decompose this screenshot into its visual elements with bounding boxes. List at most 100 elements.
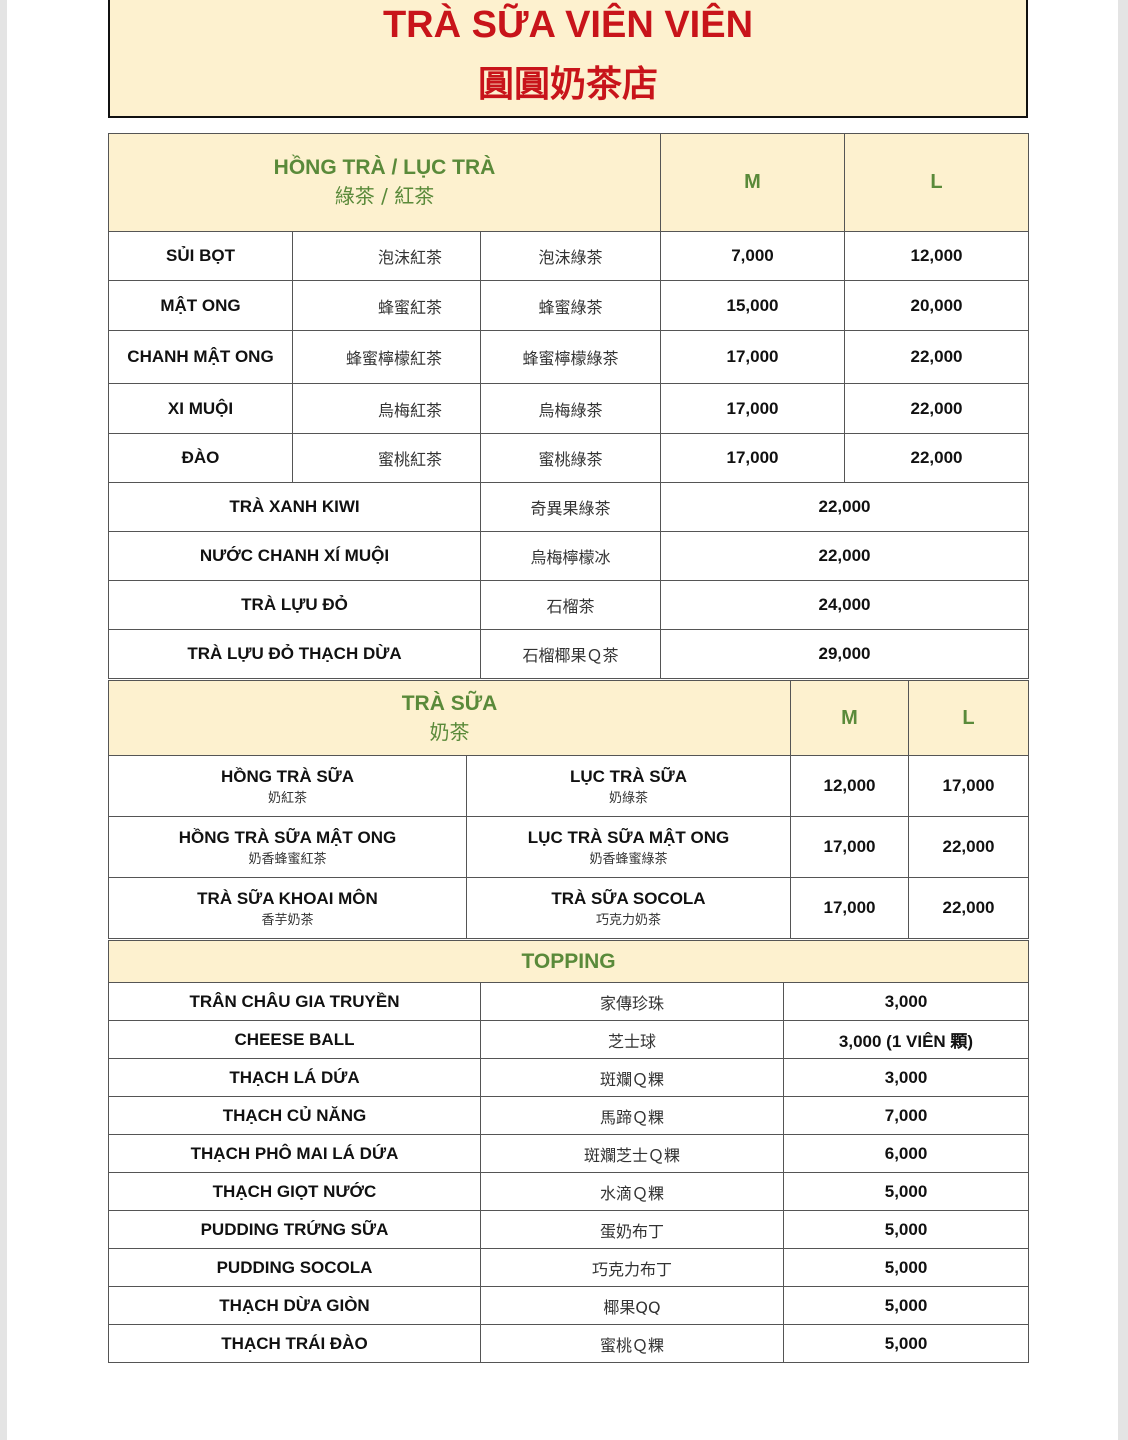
item-name: LỤC TRÀ SỮA MẬT ONG [527, 827, 730, 847]
size-m-header: M [790, 680, 909, 756]
topping-name: THẠCH PHÔ MAI LÁ DỨA [108, 1134, 481, 1173]
item-name-cn: 烏梅檸檬冰 [480, 531, 661, 581]
item-name: NƯỚC CHANH XÍ MUỘI [108, 531, 481, 581]
item-name: SỦI BỌT [108, 231, 293, 281]
topping-table: TOPPING TRÂN CHÂU GIA TRUYỀN 家傳珍珠 3,000 CHE… [107, 940, 1030, 1363]
topping-price: 6,000 [782, 1134, 1030, 1173]
topping-price: 5,000 [782, 1248, 1030, 1287]
topping-row: TRÂN CHÂU GIA TRUYỀN 家傳珍珠 3,000 [108, 982, 1030, 1021]
item-name-cn: 石榴椰果Ｑ茶 [480, 629, 661, 679]
milk-tea-item: LỤC TRÀ SỮA 奶綠茶 [466, 755, 791, 817]
price-m: 17,000 [660, 433, 845, 483]
special-row: NƯỚC CHANH XÍ MUỘI 烏梅檸檬冰 22,000 [108, 531, 1029, 581]
shop-title-cn: 圓圓奶茶店 [477, 64, 658, 105]
special-row: TRÀ XANH KIWI 奇異果綠茶 22,000 [108, 482, 1029, 532]
item-name: LỤC TRÀ SỮA [569, 766, 688, 786]
topping-row: THẠCH PHÔ MAI LÁ DỨA 斑斕芝士Ｑ粿 6,000 [108, 1134, 1030, 1173]
topping-name: THẠCH LÁ DỨA [108, 1058, 481, 1097]
price-l: 20,000 [844, 280, 1029, 331]
topping-name-cn: 馬蹄Ｑ粿 [480, 1096, 784, 1135]
price: 22,000 [660, 482, 1029, 532]
milk-tea-heading-cn: 奶茶 [429, 719, 470, 744]
price-l: 22,000 [908, 877, 1029, 939]
item-name-cn: 奇異果綠茶 [480, 482, 661, 532]
topping-price: 5,000 [782, 1210, 1030, 1249]
topping-name: THẠCH CỦ NĂNG [108, 1096, 481, 1135]
topping-heading: TOPPING [107, 940, 1030, 983]
price: 29,000 [660, 629, 1029, 679]
topping-name-cn: 斑斕芝士Ｑ粿 [480, 1134, 784, 1173]
topping-price: 5,000 [782, 1172, 1030, 1211]
page-edge-left [0, 0, 7, 1440]
topping-price: 7,000 [782, 1096, 1030, 1135]
price-m: 12,000 [790, 755, 909, 817]
price-l: 22,000 [844, 330, 1029, 384]
shop-title-box: TRÀ SỮA VIÊN VIÊN 圓圓奶茶店 [108, 0, 1028, 118]
topping-name-cn: 巧克力布丁 [480, 1248, 784, 1287]
milk-tea-item: LỤC TRÀ SỮA MẬT ONG 奶香蜂蜜綠茶 [466, 816, 791, 878]
milk-tea-item: HỒNG TRÀ SỮA 奶紅茶 [108, 755, 467, 817]
price-m: 17,000 [660, 383, 845, 434]
topping-row: PUDDING TRỨNG SỮA 蛋奶布丁 5,000 [108, 1210, 1030, 1249]
topping-heading-label: TOPPING [521, 949, 616, 973]
item-name: TRÀ SỮA KHOAI MÔN [197, 888, 378, 908]
topping-name-cn: 家傳珍珠 [480, 982, 784, 1021]
milk-tea-row: HỒNG TRÀ SỮA MẬT ONG 奶香蜂蜜紅茶 LỤC TRÀ SỮA MẬ… [108, 816, 1029, 878]
topping-name-cn: 蜜桃Ｑ粿 [480, 1324, 784, 1363]
item-name: TRÀ LỰU ĐỎ THẠCH DỪA [108, 629, 481, 679]
topping-price: 5,000 [782, 1286, 1030, 1325]
item-name: ĐÀO [108, 433, 293, 483]
topping-price: 3,000 (1 VIÊN 顆) [782, 1020, 1030, 1059]
tea-heading-cn: 綠茶 / 紅茶 [334, 184, 435, 208]
item-name: HỒNG TRÀ SỮA [220, 766, 355, 786]
topping-name: TRÂN CHÂU GIA TRUYỀN [108, 982, 481, 1021]
milk-tea-row: TRÀ SỮA KHOAI MÔN 香芋奶茶 TRÀ SỮA SOCOLA 巧克力奶茶… [108, 877, 1029, 939]
price-l: 22,000 [844, 383, 1029, 434]
milk-tea-item: TRÀ SỮA SOCOLA 巧克力奶茶 [466, 877, 791, 939]
topping-name: THẠCH TRÁI ĐÀO [108, 1324, 481, 1363]
topping-name: THẠCH GIỌT NƯỚC [108, 1172, 481, 1211]
topping-name: THẠCH DỪA GIÒN [108, 1286, 481, 1325]
green-tea-cn: 蜜桃綠茶 [480, 433, 661, 483]
topping-row: THẠCH DỪA GIÒN 椰果QQ 5,000 [108, 1286, 1030, 1325]
page-edge-right [1118, 0, 1128, 1440]
special-row: TRÀ LỰU ĐỎ THẠCH DỪA 石榴椰果Ｑ茶 29,000 [108, 629, 1029, 679]
item-name: TRÀ LỰU ĐỎ [108, 580, 481, 630]
tea-heading: HỒNG TRÀ / LỤC TRÀ 綠茶 / 紅茶 [108, 133, 661, 232]
item-name-cn: 奶香蜂蜜紅茶 [248, 851, 327, 867]
tea-row: SỦI BỌT 泡沫紅茶 泡沫綠茶 7,000 12,000 [108, 231, 1029, 281]
green-tea-cn: 蜂蜜綠茶 [480, 280, 661, 331]
black-tea-cn: 烏梅紅茶 [292, 383, 481, 434]
item-name: MẬT ONG [108, 280, 293, 331]
tea-table: HỒNG TRÀ / LỤC TRÀ 綠茶 / 紅茶 M L SỦI BỌT 泡沫… [108, 133, 1029, 679]
special-row: TRÀ LỰU ĐỎ 石榴茶 24,000 [108, 580, 1029, 630]
topping-row: THẠCH CỦ NĂNG 馬蹄Ｑ粿 7,000 [108, 1096, 1030, 1135]
topping-row: CHEESE BALL 芝士球 3,000 (1 VIÊN 顆) [108, 1020, 1030, 1059]
topping-row: THẠCH LÁ DỨA 斑斕Ｑ粿 3,000 [108, 1058, 1030, 1097]
price-l: 22,000 [908, 816, 1029, 878]
green-tea-cn: 蜂蜜檸檬綠茶 [480, 330, 661, 384]
milk-tea-table: TRÀ SỮA 奶茶 M L HỒNG TRÀ SỮA 奶紅茶 LỤC TRÀ SỮ… [108, 680, 1029, 939]
item-name-cn: 奶綠茶 [608, 790, 648, 806]
price-m: 17,000 [790, 877, 909, 939]
topping-name-cn: 蛋奶布丁 [480, 1210, 784, 1249]
tea-heading-vn: HỒNG TRÀ / LỤC TRÀ [273, 156, 496, 179]
milk-tea-item: HỒNG TRÀ SỮA MẬT ONG 奶香蜂蜜紅茶 [108, 816, 467, 878]
item-name-cn: 奶紅茶 [267, 790, 307, 806]
price-l: 12,000 [844, 231, 1029, 281]
green-tea-cn: 泡沫綠茶 [480, 231, 661, 281]
black-tea-cn: 蜜桃紅茶 [292, 433, 481, 483]
topping-name-cn: 斑斕Ｑ粿 [480, 1058, 784, 1097]
tea-row: XI MUỘI 烏梅紅茶 烏梅綠茶 17,000 22,000 [108, 383, 1029, 434]
milk-tea-item: TRÀ SỮA KHOAI MÔN 香芋奶茶 [108, 877, 467, 939]
item-name: TRÀ XANH KIWI [108, 482, 481, 532]
black-tea-cn: 泡沫紅茶 [292, 231, 481, 281]
topping-name: PUDDING TRỨNG SỮA [108, 1210, 481, 1249]
price-m: 7,000 [660, 231, 845, 281]
size-l-header: L [844, 133, 1029, 232]
topping-name: CHEESE BALL [108, 1020, 481, 1059]
milk-tea-heading-vn: TRÀ SỮA [401, 691, 498, 715]
topping-name: PUDDING SOCOLA [108, 1248, 481, 1287]
item-name-cn: 巧克力奶茶 [595, 912, 661, 928]
black-tea-cn: 蜂蜜檸檬紅茶 [292, 330, 481, 384]
